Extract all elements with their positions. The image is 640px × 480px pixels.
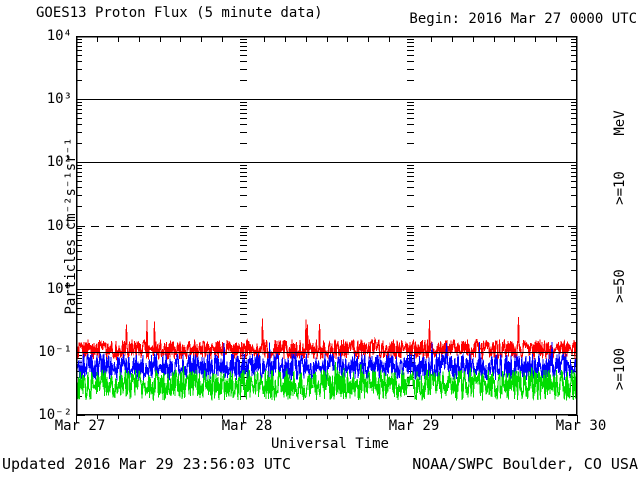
x-tick-label: Mar 27 — [54, 418, 106, 434]
series-gege10 — [76, 317, 577, 361]
y-tick-label: 10⁰ — [46, 281, 72, 297]
x-axis-title: Universal Time — [270, 436, 389, 452]
chart-title: GOES13 Proton Flux (5 minute data) — [36, 5, 323, 21]
x-tick-label: Mar 29 — [388, 418, 440, 434]
begin-timestamp: Begin: 2016 Mar 27 0000 UTC — [409, 11, 637, 27]
y-tick-label: 10¹ — [46, 218, 72, 234]
y-tick-label: 10⁻¹ — [38, 344, 72, 360]
plot-frame — [75, 35, 578, 416]
gridlines — [76, 99, 577, 290]
y-tick-label: 10² — [46, 154, 72, 170]
updated-timestamp: Updated 2016 Mar 29 23:56:03 UTC — [2, 455, 291, 473]
data-series — [76, 317, 577, 402]
legend-ge100-label: >=100 — [612, 347, 628, 391]
y-tick-label: 10⁴ — [46, 28, 72, 44]
x-tick-label: Mar 28 — [221, 418, 273, 434]
y-tick-label: 10³ — [46, 91, 72, 107]
y-tick-label: 10⁻² — [38, 407, 72, 423]
series-gege100 — [76, 362, 577, 402]
x-tick-label: Mar 30 — [555, 418, 607, 434]
agency-credit: NOAA/SWPC Boulder, CO USA — [412, 455, 638, 473]
